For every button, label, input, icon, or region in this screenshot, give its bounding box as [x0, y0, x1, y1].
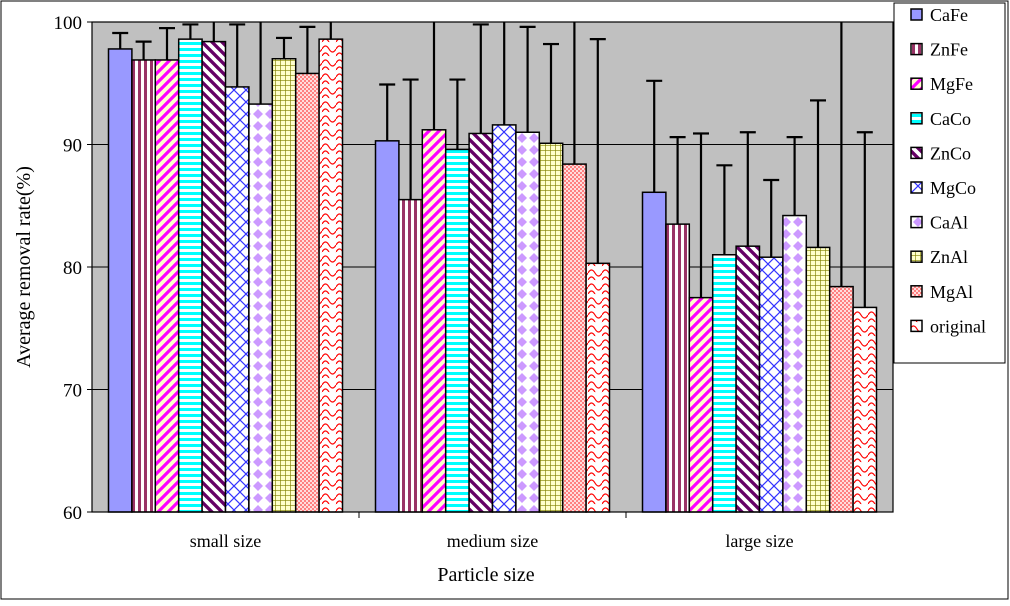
bar-mgco-small-size [224, 86, 250, 513]
x-tick-label: large size [725, 531, 793, 551]
legend-label-znal: ZnAl [930, 247, 968, 267]
legend-swatch-mgal [910, 285, 923, 298]
legend-label-mgal: MgAl [930, 282, 973, 302]
legend-swatch-caal [910, 215, 923, 229]
legend-swatch-caco [910, 112, 923, 125]
bar-znco-medium-size [468, 132, 494, 513]
bar-znco-large-size [735, 245, 761, 513]
bar-znal-medium-size [538, 142, 564, 513]
bar-mgfe-medium-size [421, 129, 447, 513]
bar-mgco-large-size [758, 256, 784, 513]
legend-label-cafe: CaFe [930, 5, 968, 25]
bar-mgal-large-size [828, 285, 854, 513]
bar-original-medium-size [585, 262, 611, 513]
y-tick-label: 100 [54, 13, 83, 34]
legend-swatch-cafe [910, 8, 923, 21]
bar-caco-large-size [711, 254, 737, 513]
x-axis: small size medium size large size [190, 512, 794, 551]
bar-mgco-medium-size [491, 124, 517, 513]
legend: CaFe ZnFe MgFe CaCo ZnCo MgCo CaAl ZnAl MgAl orig… [893, 2, 1006, 364]
y-axis: 60 70 80 90 100 [54, 13, 92, 524]
y-tick-label: 70 [63, 381, 82, 402]
bar-znal-small-size [271, 58, 297, 513]
legend-swatch-znfe [910, 42, 923, 56]
y-tick-label: 90 [63, 136, 82, 157]
bar-original-large-size [852, 306, 878, 513]
error-bars-group [112, 22, 873, 308]
legend-swatch-mgco [910, 181, 923, 194]
legend-label-caal: CaAl [930, 213, 968, 233]
bar-caco-small-size [177, 38, 203, 513]
legend-label-original: original [930, 316, 986, 336]
bar-znfe-small-size [131, 59, 157, 513]
bar-mgal-small-size [294, 72, 320, 513]
x-tick-label: medium size [447, 531, 538, 551]
legend-label-znfe: ZnFe [930, 40, 968, 60]
bar-znfe-large-size [665, 223, 691, 513]
y-tick-label: 60 [63, 503, 82, 524]
bar-znco-small-size [201, 40, 227, 513]
bar-cafe-medium-size [374, 140, 400, 513]
bar-caal-large-size [782, 214, 808, 513]
bars-group [107, 38, 878, 513]
bar-mgfe-small-size [154, 59, 180, 513]
legend-swatch-mgfe [910, 77, 923, 90]
x-axis-label: Particle size [437, 564, 534, 586]
legend-label-caco: CaCo [930, 109, 971, 129]
legend-swatch-znco [910, 146, 923, 160]
legend-label-mgco: MgCo [930, 178, 976, 198]
bar-original-small-size [318, 38, 344, 513]
legend-swatch-original [910, 319, 923, 333]
bar-caal-small-size [248, 103, 274, 513]
bar-cafe-large-size [641, 191, 667, 513]
x-tick-label: small size [190, 531, 261, 551]
y-axis-label: Average removal rate(%) [13, 166, 35, 368]
legend-label-mgfe: MgFe [930, 74, 973, 94]
bar-mgal-medium-size [561, 163, 587, 513]
bar-caal-medium-size [515, 131, 541, 513]
bar-znfe-medium-size [398, 198, 424, 513]
bar-cafe-small-size [107, 48, 133, 513]
legend-swatch-znal [910, 250, 923, 263]
bar-znal-large-size [805, 246, 831, 513]
bar-caco-medium-size [444, 148, 470, 513]
y-tick-label: 80 [63, 258, 82, 279]
legend-label-znco: ZnCo [930, 143, 971, 163]
bar-mgfe-large-size [688, 296, 714, 513]
